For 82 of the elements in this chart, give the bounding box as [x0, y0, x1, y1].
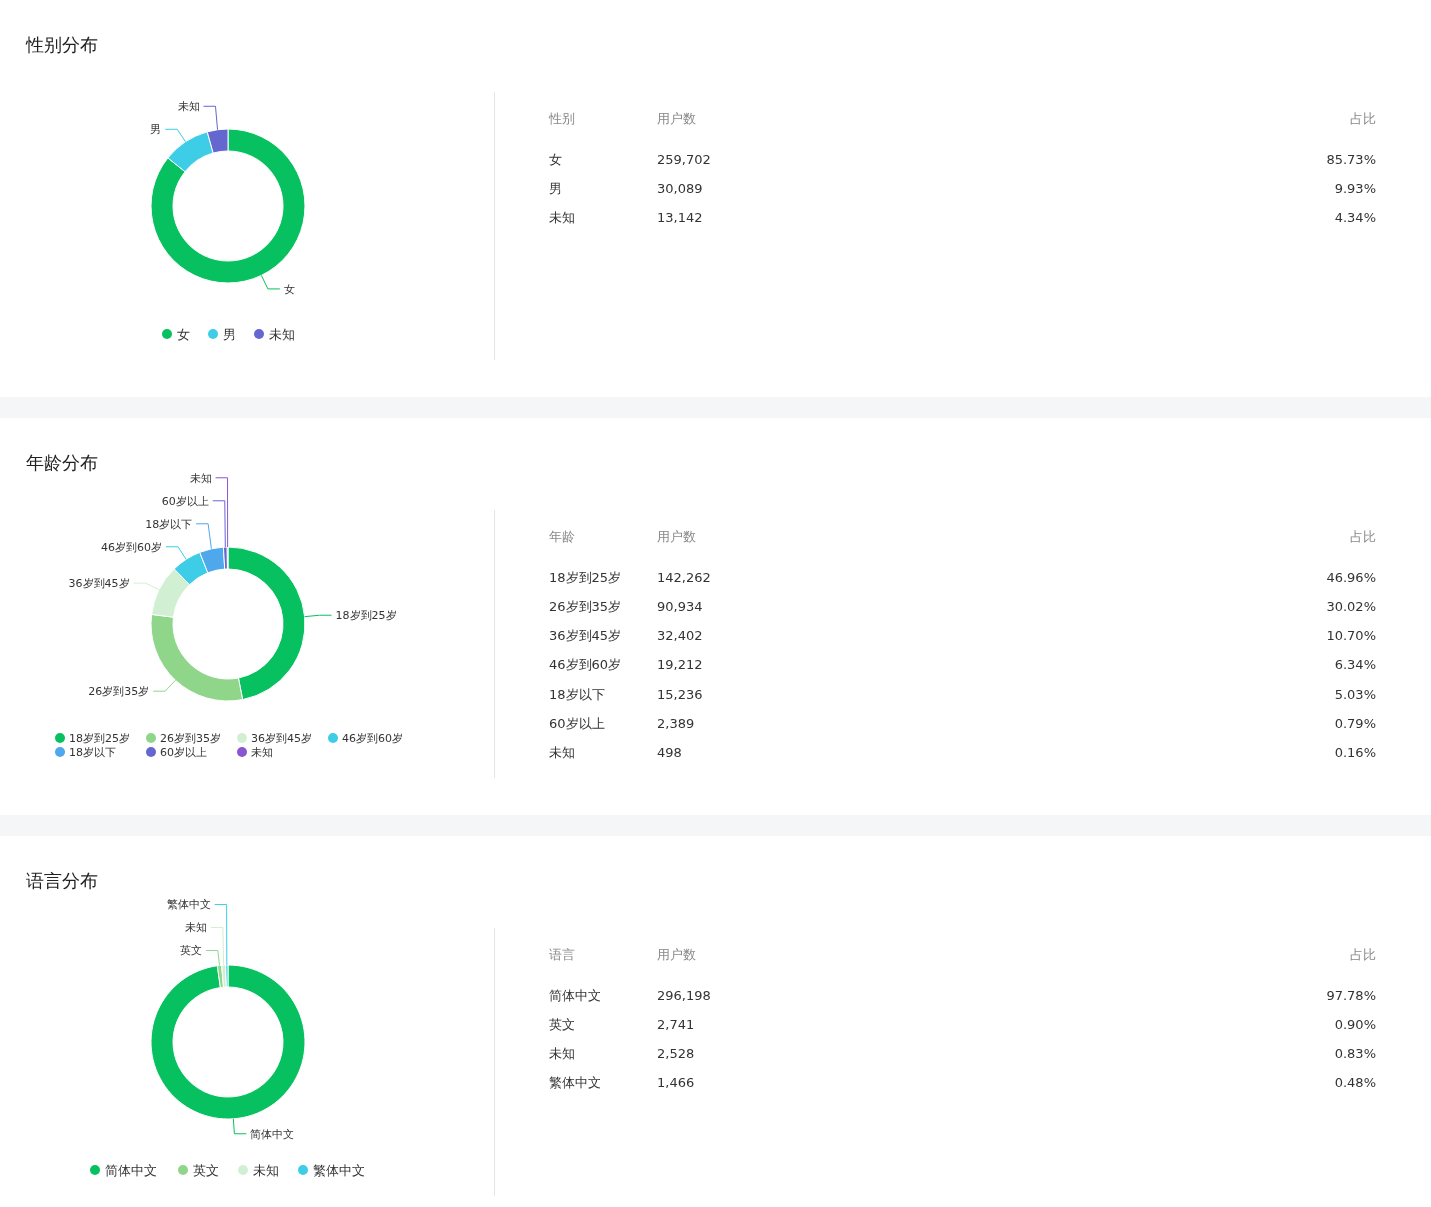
text: 年龄 [549, 528, 575, 544]
legend-label: 繁体中文 [313, 1162, 365, 1178]
legend-label: 60岁以上 [160, 745, 207, 759]
category-label: 26岁到35岁 [549, 598, 622, 614]
text: 性别 [548, 110, 575, 126]
category-label: 英文 [549, 1016, 575, 1032]
slice-label: 未知 [177, 100, 200, 114]
slice-label: 18岁到25岁 [335, 609, 397, 623]
slice-label: 英文 [179, 944, 202, 958]
legend-label: 36岁到45岁 [251, 731, 312, 745]
category-label: 18岁到25岁 [549, 569, 622, 585]
data-label: 9.93% [1334, 180, 1376, 196]
data-label: 30,089 [657, 180, 703, 196]
legend-label: 简体中文 [105, 1162, 157, 1178]
legend-label: 18岁到25岁 [69, 731, 130, 745]
data-label: 10.70% [1326, 628, 1376, 644]
chart-title: 性别分布 [26, 34, 98, 56]
data-label: 97.78% [1326, 987, 1376, 1003]
data-label: 259,702 [657, 151, 711, 167]
data-label: 2,389 [657, 716, 695, 732]
text: 语言 [549, 946, 575, 962]
data-label: 0.83% [1334, 1046, 1376, 1062]
legend-label: 未知 [253, 1162, 279, 1178]
category-label: 女 [549, 151, 562, 167]
data-label: 0.16% [1334, 745, 1376, 761]
category-label: 36岁到45岁 [549, 628, 622, 644]
data-label: 296,198 [657, 987, 711, 1003]
data-label: 90,934 [657, 598, 703, 614]
text: 用户数 [657, 528, 696, 544]
text: 占比 [1350, 110, 1376, 126]
data-label: 19,212 [657, 657, 703, 673]
data-label: 30.02% [1326, 598, 1376, 614]
data-label: 2,528 [657, 1046, 695, 1062]
data-label: 6.34% [1334, 657, 1376, 673]
text: 占比 [1350, 946, 1376, 962]
data-label: 32,402 [657, 628, 703, 644]
slice-label: 18岁以下 [145, 517, 193, 531]
slice-label: 未知 [184, 921, 207, 935]
slice-label: 36岁到45岁 [68, 576, 130, 590]
slice-label: 繁体中文 [166, 898, 211, 912]
category-label: 18岁以下 [549, 686, 605, 702]
category-label: 未知 [549, 1046, 575, 1062]
data-label: 498 [657, 745, 682, 761]
slice-label: 26岁到35岁 [88, 685, 150, 699]
legend-label: 18岁以下 [69, 745, 116, 759]
data-label: 142,262 [657, 569, 711, 585]
chart-title: 年龄分布 [26, 452, 98, 474]
legend-label: 未知 [251, 745, 273, 759]
data-label: 13,142 [657, 210, 703, 226]
category-label: 简体中文 [549, 987, 601, 1003]
text: 用户数 [657, 110, 696, 126]
slice-label: 简体中文 [250, 1127, 295, 1141]
data-label: 4.34% [1334, 210, 1376, 226]
data-label: 0.79% [1334, 716, 1376, 732]
data-label: 15,236 [657, 686, 703, 702]
data-label: 0.90% [1334, 1016, 1376, 1032]
text: 占比 [1350, 528, 1376, 544]
category-label: 60岁以上 [549, 716, 605, 732]
category-label: 46岁到60岁 [549, 657, 622, 673]
slice-label: 46岁到60岁 [100, 540, 162, 554]
legend-label: 26岁到35岁 [160, 731, 221, 745]
data-label: 0.48% [1334, 1075, 1376, 1091]
data-label: 1,466 [657, 1075, 695, 1091]
legend-label: 英文 [193, 1162, 219, 1178]
category-label: 男 [549, 180, 562, 196]
text: 用户数 [657, 946, 696, 962]
data-label: 46.96% [1326, 569, 1376, 585]
slice-label: 女 [283, 282, 295, 296]
slice-label: 男 [150, 123, 162, 137]
slice-label: 60岁以上 [161, 494, 209, 508]
legend-label: 46岁到60岁 [342, 731, 403, 745]
data-label: 2,741 [657, 1016, 695, 1032]
data-label: 5.03% [1334, 686, 1376, 702]
category-label: 未知 [549, 745, 575, 761]
legend-label: 男 [223, 326, 236, 342]
data-label: 85.73% [1326, 151, 1376, 167]
slice-label: 未知 [189, 471, 212, 485]
category-label: 未知 [549, 210, 575, 226]
legend-label: 未知 [269, 326, 295, 342]
chart-title: 语言分布 [26, 870, 98, 892]
category-label: 繁体中文 [549, 1075, 601, 1091]
legend-label: 女 [177, 326, 190, 342]
